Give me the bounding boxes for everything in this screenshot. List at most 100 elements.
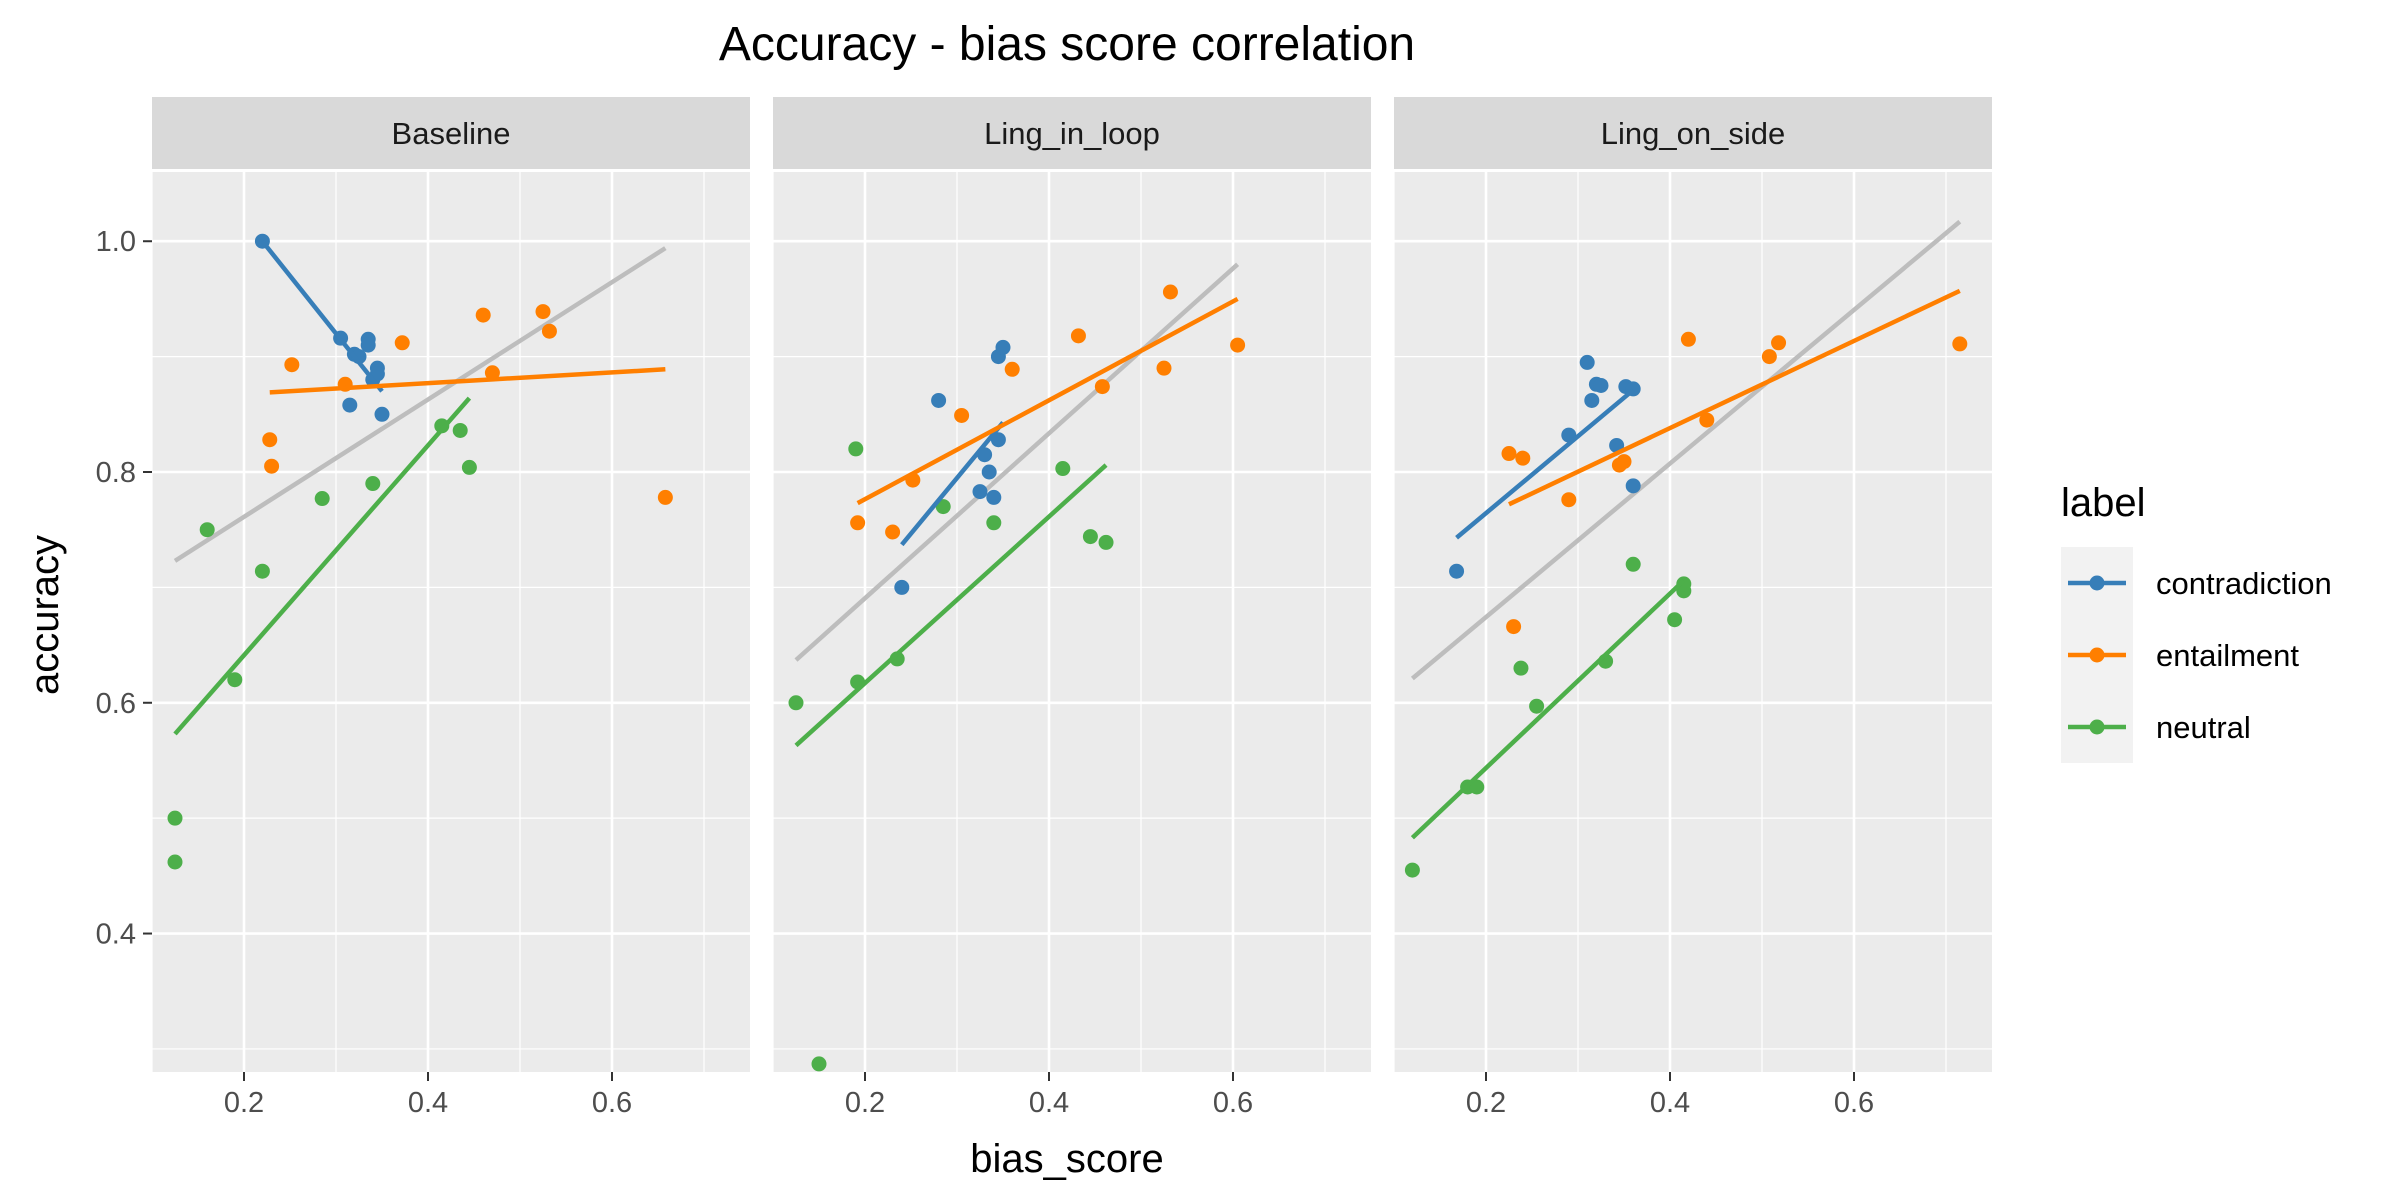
y-axis-title: accuracy bbox=[23, 535, 67, 695]
point-contradiction bbox=[360, 337, 376, 353]
legend-title: label bbox=[2061, 481, 2146, 525]
facet-strip bbox=[773, 97, 1371, 169]
x-tick-label: 0.4 bbox=[1650, 1087, 1690, 1119]
point-entailment bbox=[1230, 337, 1246, 353]
x-axis-title: bias_score bbox=[970, 1137, 1163, 1181]
point-neutral bbox=[1082, 529, 1098, 545]
point-entailment bbox=[394, 335, 410, 351]
legend-key-point-entailment bbox=[2089, 647, 2105, 663]
fit-line-neutral bbox=[173, 396, 472, 736]
legend-label-contradiction: contradiction bbox=[2156, 566, 2332, 601]
fit-line-entailment bbox=[856, 296, 1239, 506]
x-tick-label: 0.2 bbox=[224, 1087, 264, 1119]
legend: label contradiction entailment neutral bbox=[2061, 481, 2332, 763]
point-contradiction bbox=[1449, 563, 1465, 579]
x-tick-label: 0.4 bbox=[408, 1087, 448, 1119]
legend-key-point-neutral bbox=[2089, 719, 2105, 735]
y-tick-label: 0.8 bbox=[96, 457, 136, 489]
x-tick-label: 0.2 bbox=[845, 1087, 885, 1119]
facet-strip-label: Ling_on_side bbox=[1601, 116, 1785, 151]
point-entailment bbox=[850, 515, 866, 531]
point-entailment bbox=[535, 304, 551, 320]
point-entailment bbox=[1094, 379, 1110, 395]
fit-line-contradiction bbox=[260, 239, 384, 393]
point-entailment bbox=[1561, 492, 1577, 508]
fit-line-neutral bbox=[1410, 578, 1686, 840]
x-tick-label: 0.2 bbox=[1466, 1087, 1506, 1119]
chart-title: Accuracy - bias score correlation bbox=[719, 18, 1415, 71]
point-contradiction bbox=[995, 339, 1011, 355]
point-contradiction bbox=[1579, 354, 1595, 370]
point-neutral bbox=[1404, 862, 1420, 878]
point-neutral bbox=[811, 1056, 827, 1072]
point-entailment bbox=[541, 323, 557, 339]
point-contradiction bbox=[1593, 377, 1609, 393]
y-tick-label: 1.0 bbox=[96, 226, 136, 258]
x-tick-label: 0.4 bbox=[1029, 1087, 1069, 1119]
point-contradiction bbox=[894, 579, 910, 595]
point-neutral bbox=[1529, 698, 1545, 714]
fit-line-entailment bbox=[1508, 288, 1961, 507]
point-entailment bbox=[1515, 450, 1531, 466]
facet-panels: Baseline 0.2 0.4 0.6 0.4 0.6 0.8 1.0 Ling_in_loo… bbox=[96, 97, 1992, 1119]
point-entailment bbox=[1070, 328, 1086, 344]
fit-line-neutral bbox=[794, 463, 1108, 748]
point-entailment bbox=[1616, 454, 1632, 470]
point-entailment bbox=[1004, 361, 1020, 377]
point-contradiction bbox=[981, 464, 997, 480]
point-entailment bbox=[1761, 349, 1777, 365]
point-contradiction bbox=[1625, 478, 1641, 494]
point-neutral bbox=[167, 810, 183, 826]
point-neutral bbox=[788, 695, 804, 711]
point-contradiction bbox=[1584, 392, 1600, 408]
x-tick-label: 0.6 bbox=[1213, 1087, 1253, 1119]
point-entailment bbox=[954, 407, 970, 423]
point-neutral bbox=[254, 563, 270, 579]
x-tick-label: 0.6 bbox=[592, 1087, 632, 1119]
point-entailment bbox=[475, 307, 491, 323]
fit-line-contradiction bbox=[1455, 388, 1635, 540]
legend-label-entailment: entailment bbox=[2156, 638, 2299, 673]
point-entailment bbox=[1156, 360, 1172, 376]
legend-key-point-contradiction bbox=[2089, 575, 2105, 591]
point-contradiction bbox=[342, 397, 358, 413]
point-entailment bbox=[1680, 331, 1696, 347]
fit-line-contradiction bbox=[900, 420, 1005, 547]
overall-fit-line bbox=[794, 262, 1240, 662]
point-contradiction bbox=[972, 484, 988, 500]
point-entailment bbox=[262, 432, 278, 448]
point-entailment bbox=[264, 458, 280, 474]
point-neutral bbox=[365, 476, 381, 492]
facet-strip-label: Ling_in_loop bbox=[984, 116, 1160, 151]
point-neutral bbox=[935, 499, 951, 515]
point-entailment bbox=[1699, 412, 1715, 428]
point-neutral bbox=[1676, 576, 1692, 592]
point-neutral bbox=[227, 672, 243, 688]
point-neutral bbox=[986, 515, 1002, 531]
panel-background bbox=[773, 172, 1371, 1072]
facet-panel-baseline: Baseline 0.2 0.4 0.6 0.4 0.6 0.8 1.0 bbox=[96, 97, 750, 1119]
overall-fit-line bbox=[173, 246, 667, 563]
overall-fit-line bbox=[1410, 219, 1962, 681]
panel-background bbox=[152, 172, 750, 1072]
point-neutral bbox=[1098, 534, 1114, 550]
facet-strip bbox=[1394, 97, 1992, 169]
point-neutral bbox=[199, 522, 215, 538]
facet-panel-ling-in-loop: Ling_in_loop 0.2 0.4 0.6 bbox=[772, 97, 1371, 1119]
point-entailment bbox=[1771, 335, 1787, 351]
point-neutral bbox=[452, 422, 468, 438]
panel-background bbox=[1394, 172, 1992, 1072]
point-entailment bbox=[1952, 336, 1968, 352]
point-neutral bbox=[1055, 461, 1071, 477]
point-entailment bbox=[284, 357, 300, 373]
facet-strip bbox=[152, 97, 750, 169]
facet-strip-label: Baseline bbox=[392, 116, 511, 151]
point-entailment bbox=[657, 489, 673, 505]
point-neutral bbox=[1667, 612, 1683, 628]
facet-panel-ling-on-side: Ling_on_side 0.2 0.4 0.6 bbox=[1393, 97, 1992, 1119]
point-contradiction bbox=[931, 392, 947, 408]
point-neutral bbox=[1625, 556, 1641, 572]
point-neutral bbox=[314, 491, 330, 507]
y-tick-label: 0.6 bbox=[96, 688, 136, 720]
